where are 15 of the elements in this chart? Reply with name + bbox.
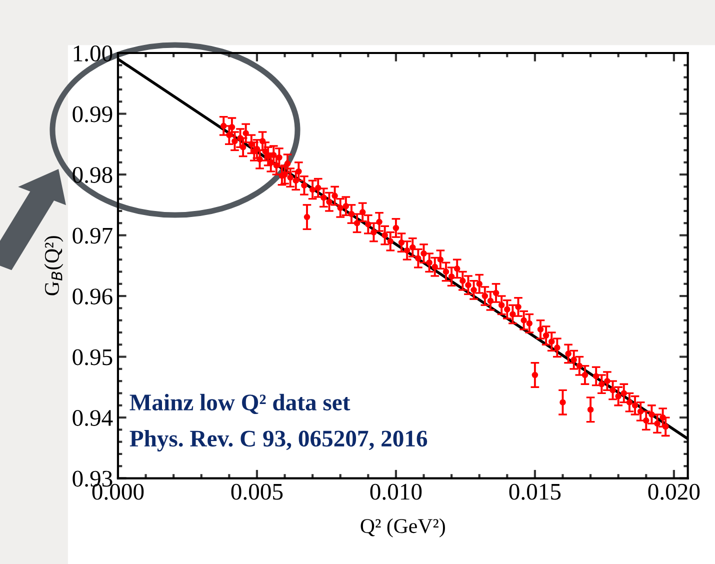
y-tick-label: 0.94 (72, 410, 113, 426)
y-tick-label: 0.97 (72, 228, 112, 244)
y-tick-label: 1.00 (74, 46, 112, 62)
x-tick-label: 0.015 (509, 484, 561, 500)
x-tick-label: 0.005 (231, 484, 283, 500)
y-tick-label: 0.99 (72, 106, 112, 122)
y-tick-label: 0.96 (72, 288, 112, 305)
x-axis-title: Q² (GeV²) (360, 518, 445, 538)
y-axis-title: G$_{B}$(Q²) (44, 236, 64, 296)
x-tick-label: 0.010 (370, 484, 422, 500)
y-tick-label: 0.98 (72, 167, 112, 184)
x-tick-label: 0.020 (648, 484, 700, 500)
annotation: Phys. Rev. C 93, 065207, 2016 (130, 430, 428, 452)
annotation: Mainz low Q² data set (130, 394, 350, 414)
y-tick-label: 0.95 (72, 349, 112, 366)
